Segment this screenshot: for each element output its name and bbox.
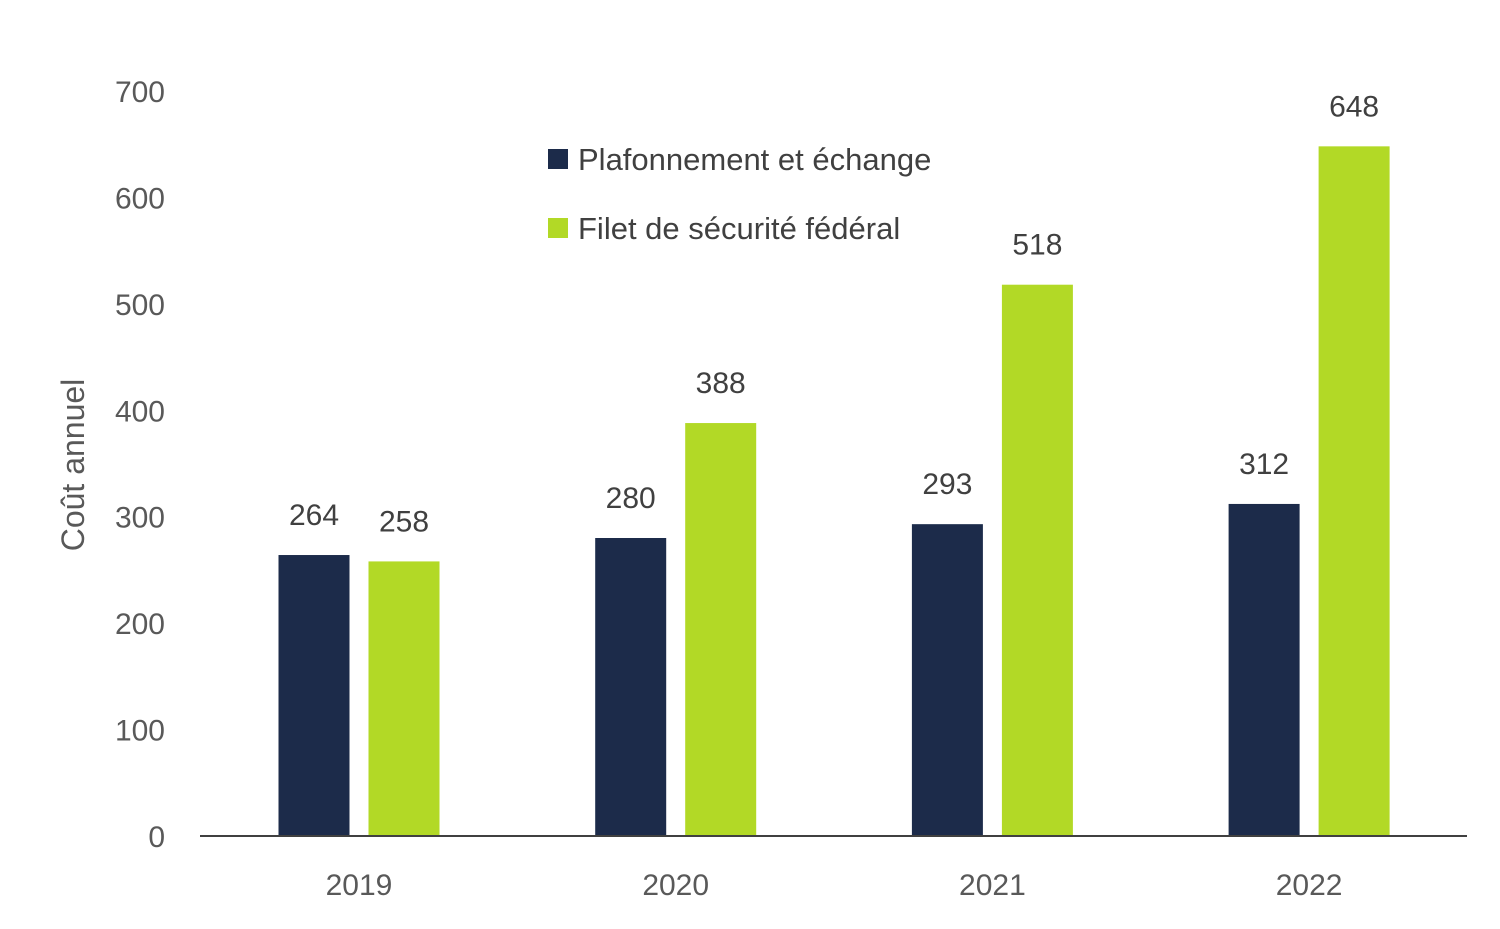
data-label: 312	[1239, 448, 1289, 481]
bar-2021-series-1	[1001, 284, 1073, 836]
y-tick-label: 300	[115, 502, 165, 535]
data-label: 388	[696, 367, 746, 400]
legend-label-series-0: Plafonnement et échange	[578, 142, 931, 177]
x-tick-label: 2020	[642, 869, 709, 902]
legend: Plafonnement et échange Filet de sécurit…	[548, 142, 931, 246]
legend-swatch-series-1	[548, 218, 568, 238]
bars: 264 258 280 388 293 518 312 648	[278, 90, 1390, 837]
data-label: 258	[379, 505, 429, 538]
y-tick-label: 600	[115, 182, 165, 215]
data-label: 280	[606, 482, 656, 515]
y-tick-label: 500	[115, 289, 165, 322]
bar-2019-series-0	[278, 555, 350, 836]
y-tick-label: 0	[148, 821, 165, 854]
x-tick-label: 2022	[1276, 869, 1343, 902]
bar-2020-series-0	[595, 538, 667, 836]
y-axis-ticks: 0 100 200 300 400 500 600 700	[115, 76, 165, 854]
bar-2022-series-0	[1228, 503, 1300, 836]
x-axis-ticks: 2019 2020 2021 2022	[326, 869, 1343, 902]
x-tick-label: 2021	[959, 869, 1026, 902]
x-tick-label: 2019	[326, 869, 393, 902]
y-tick-label: 400	[115, 395, 165, 428]
legend-swatch-series-0	[548, 149, 568, 169]
bar-2019-series-1	[368, 561, 440, 836]
y-tick-label: 100	[115, 715, 165, 748]
data-label: 648	[1329, 90, 1379, 123]
y-axis-title: Coût annuel	[55, 379, 91, 552]
bar-2021-series-0	[911, 524, 983, 836]
bar-2022-series-1	[1318, 146, 1390, 837]
data-label: 264	[289, 499, 339, 532]
y-tick-label: 700	[115, 76, 165, 109]
y-tick-label: 200	[115, 608, 165, 641]
legend-label-series-1: Filet de sécurité fédéral	[578, 211, 900, 246]
data-label: 293	[922, 468, 972, 501]
data-label: 518	[1012, 229, 1062, 262]
bar-2020-series-1	[685, 423, 757, 836]
